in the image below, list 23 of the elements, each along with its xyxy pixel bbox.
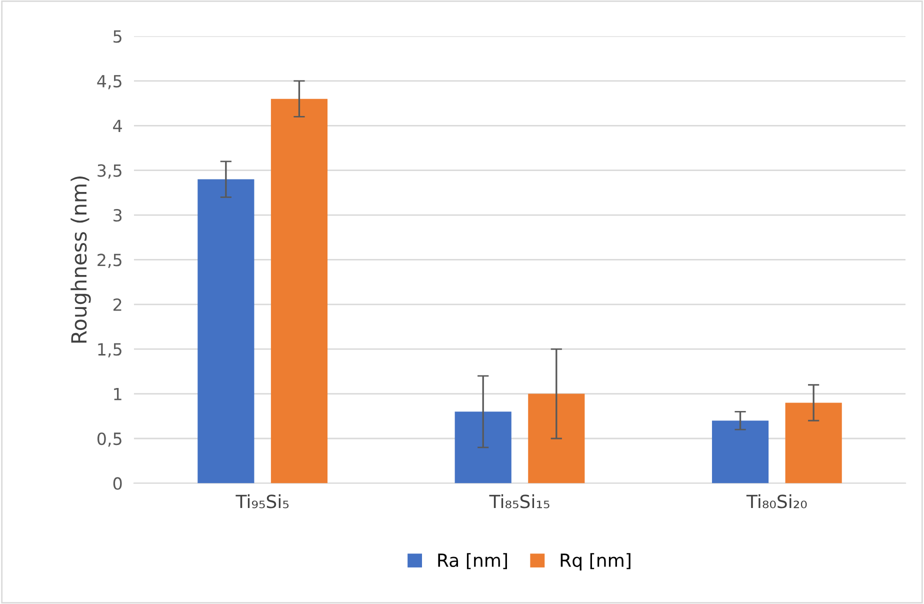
- y-tick-label: 1: [114, 388, 122, 400]
- legend-label: Ra [nm]: [438, 553, 507, 570]
- legend-label: Rq [nm]: [560, 553, 630, 571]
- y-tick-label: 3,5: [98, 164, 122, 179]
- bar: [785, 402, 842, 484]
- y-tick-label: 4,5: [97, 75, 122, 90]
- bar: [454, 412, 512, 484]
- y-tick-label: 2,5: [98, 254, 122, 268]
- y-tick-label: 0: [113, 477, 122, 490]
- x-tick-label: Ti₈₅Si₁₅: [489, 494, 550, 508]
- x-tick-label: Ti₈₀Si₂₀: [746, 494, 807, 508]
- y-tick-label: 1,5: [98, 343, 122, 358]
- y-tick-label: 5: [114, 30, 122, 43]
- bar: [712, 420, 769, 484]
- y-tick-label: 3: [114, 208, 122, 222]
- x-tick-label: Ti₉₅Si₅: [236, 494, 289, 508]
- bar: [270, 98, 328, 484]
- y-tick-label: 0,5: [97, 432, 122, 447]
- y-tick-label: 2: [113, 298, 122, 311]
- bar: [198, 179, 254, 484]
- y-axis-title: Roughness (nm): [70, 176, 91, 343]
- y-tick-label: 4: [113, 120, 122, 132]
- bar: [528, 394, 585, 484]
